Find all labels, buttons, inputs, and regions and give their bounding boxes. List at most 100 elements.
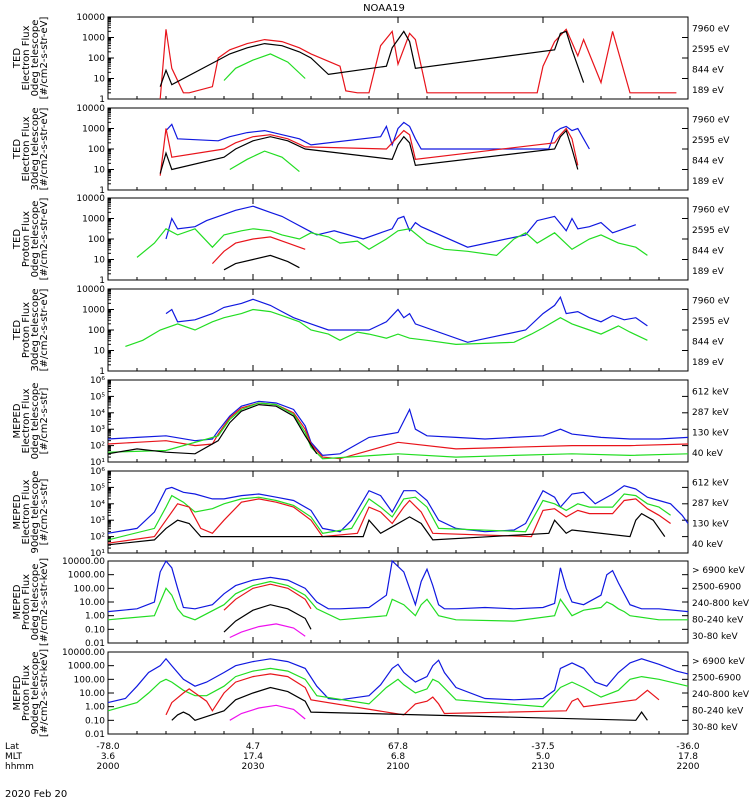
y-tick-label: 0.10	[85, 625, 105, 635]
x-tick-lat: -78.0	[96, 742, 120, 752]
legend-entry: 287 keV	[692, 408, 729, 418]
y-tick-label: 10³	[90, 516, 105, 526]
y-tick-label: 10⁶	[90, 467, 105, 477]
y-axis-label-line: Electron Flux	[21, 116, 32, 181]
y-tick-label: 1	[99, 95, 105, 105]
y-tick-label: 10³	[90, 425, 105, 435]
y-tick-label: 10	[94, 75, 106, 85]
y-tick-label: 100	[88, 326, 105, 336]
legend-entry: 2500-6900	[692, 583, 741, 593]
legend-entry: 189 eV	[692, 358, 725, 368]
y-axis-label-line: 90deg telescope	[30, 651, 41, 734]
y-axis-label-line: Electron Flux	[21, 479, 32, 544]
y-axis-label-line: [#/cm2-s-str-eV]	[39, 198, 50, 281]
legend-entry: 2500-6900	[692, 674, 741, 684]
y-axis-label-line: MEPED	[12, 494, 23, 529]
y-tick-label: 1000	[82, 306, 105, 316]
y-axis-label-line: Proton Flux	[21, 574, 32, 630]
y-tick-label: 10⁵	[90, 483, 105, 493]
y-axis-label-line: TED	[12, 48, 23, 69]
y-axis-label-line: 30deg telescope	[30, 107, 41, 190]
series-green	[107, 402, 689, 460]
x-tick-hhmm: 2200	[677, 762, 700, 772]
legend-entry: 240-800 keV	[692, 690, 750, 700]
y-axis-label-line: [#/cm2-s-str]	[39, 478, 50, 545]
figure-title: NOAA19	[363, 3, 405, 14]
y-axis-label-line: Electron Flux	[21, 388, 32, 453]
x-tick-mlt: 5.0	[536, 752, 551, 762]
y-tick-label: 100	[88, 54, 105, 64]
legend-entry: 612 keV	[692, 387, 729, 397]
series-red	[159, 127, 579, 176]
legend-entry: 7960 eV	[692, 296, 730, 306]
legend-entry: 80-240 keV	[692, 615, 744, 625]
series-green	[125, 308, 648, 347]
series-green	[223, 53, 306, 81]
y-tick-label: 1	[99, 186, 105, 196]
date-label: 2020 Feb 20	[5, 789, 67, 800]
series-green	[229, 150, 300, 173]
y-axis-label-line: MEPED	[12, 675, 23, 710]
x-tick-hhmm: 2130	[532, 762, 555, 772]
legend-entry: 80-240 keV	[692, 706, 744, 716]
x-tick-mlt: 6.8	[391, 752, 406, 762]
y-axis-label-line: Proton Flux	[21, 665, 32, 721]
y-axis-label-line: MEPED	[12, 403, 23, 438]
y-tick-label: 1.00	[85, 703, 105, 713]
series-green	[136, 228, 648, 258]
y-tick-label: 10000.00	[62, 557, 105, 567]
y-tick-label: 1000.00	[68, 571, 105, 581]
y-axis-label-line: Proton Flux	[21, 302, 32, 358]
series-blue	[165, 295, 648, 343]
legend-entry: 844 eV	[692, 156, 725, 166]
y-axis-label-line: Proton Flux	[21, 211, 32, 267]
y-tick-label: 10000	[76, 194, 105, 204]
y-tick-label: 10²	[90, 442, 105, 452]
y-axis-label-line: 0deg telescope	[30, 20, 41, 97]
x-tick-mlt: 17.8	[678, 752, 698, 762]
legend-entry: 130 keV	[692, 519, 729, 529]
legend-entry: 2595 eV	[692, 317, 730, 327]
series-blue	[107, 400, 689, 457]
y-tick-label: 10⁵	[90, 392, 105, 402]
series-blue	[107, 485, 689, 534]
x-tick-mlt: 17.4	[243, 752, 263, 762]
y-tick-label: 10⁶	[90, 376, 105, 386]
x-tick-lat: 67.8	[388, 742, 408, 752]
y-tick-label: 10000	[76, 13, 105, 23]
legend-entry: 2595 eV	[692, 226, 730, 236]
y-axis-label-line: TED	[12, 320, 23, 341]
y-axis-label-line: Electron Flux	[21, 25, 32, 90]
series-black	[223, 254, 300, 271]
y-tick-label: 0.10	[85, 716, 105, 726]
y-axis-label-line: [#/cm2-s-str-keV]	[39, 649, 50, 737]
legend-entry: > 6900 keV	[692, 566, 746, 576]
y-tick-label: 10⁴	[90, 409, 105, 419]
legend-entry: 240-800 keV	[692, 599, 750, 609]
legend-entry: 189 eV	[692, 177, 725, 187]
y-tick-label: 1000	[82, 125, 105, 135]
x-tick-lat: 4.7	[246, 742, 260, 752]
y-tick-label: 10.00	[79, 598, 105, 608]
series-black	[159, 129, 579, 174]
y-tick-label: 1	[99, 276, 105, 286]
y-tick-label: 10.00	[79, 689, 105, 699]
y-axis-label-line: MEPED	[12, 584, 23, 619]
y-tick-label: 1.00	[85, 612, 105, 622]
y-axis-label-line: [#/cm2-s-str]	[39, 387, 50, 454]
x-tick-hhmm: 2100	[387, 762, 410, 772]
legend-entry: 844 eV	[692, 246, 725, 256]
legend-entry: 130 keV	[692, 428, 729, 438]
series-red	[223, 583, 312, 611]
